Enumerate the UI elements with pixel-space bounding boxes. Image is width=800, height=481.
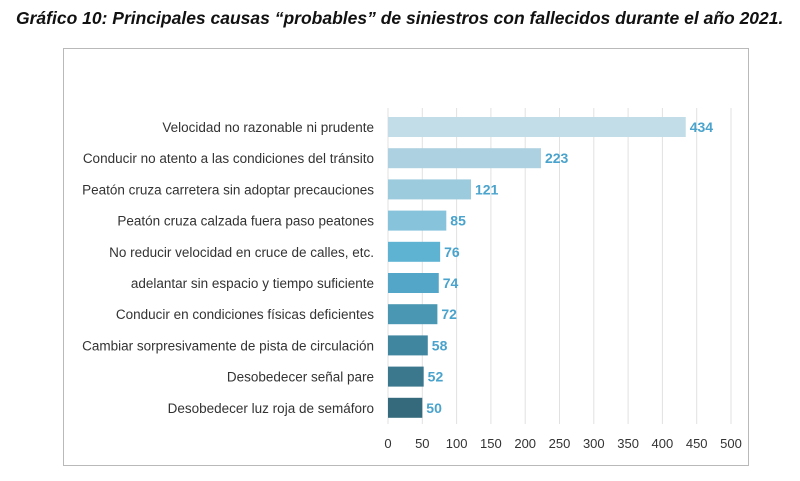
category-label: Desobedecer luz roja de semáforo (168, 401, 374, 416)
bar (388, 304, 438, 325)
x-tick-label: 100 (446, 436, 468, 451)
bar (388, 335, 428, 356)
x-tick-label: 150 (480, 436, 502, 451)
x-tick-label: 250 (549, 436, 571, 451)
category-label: Peatón cruza carretera sin adoptar preca… (82, 182, 374, 197)
bar (388, 148, 541, 169)
value-label: 121 (475, 181, 499, 197)
value-label: 85 (450, 213, 466, 229)
bar (388, 241, 441, 262)
category-label: Cambiar sorpresivamente de pista de circ… (82, 338, 374, 353)
x-tick-label: 50 (415, 436, 429, 451)
value-label: 50 (426, 400, 442, 416)
value-label: 74 (443, 275, 459, 291)
bar (388, 117, 686, 137)
x-tick-label: 350 (617, 436, 639, 451)
value-label: 72 (441, 306, 457, 322)
bar (388, 273, 439, 293)
category-label: Desobedecer señal pare (227, 370, 374, 385)
x-tick-label: 400 (652, 436, 674, 451)
value-label: 434 (690, 119, 714, 135)
category-label: Conducir en condiciones físicas deficien… (116, 307, 374, 322)
category-label: Peatón cruza calzada fuera paso peatones (117, 214, 374, 229)
x-tick-label: 500 (720, 436, 742, 451)
bar (388, 179, 472, 200)
value-label: 76 (444, 244, 460, 260)
category-label: adelantar sin espacio y tiempo suficient… (131, 276, 374, 291)
bar (388, 210, 447, 231)
category-label: No reducir velocidad en cruce de calles,… (109, 245, 374, 260)
bar (388, 397, 423, 418)
value-label: 52 (428, 369, 444, 385)
value-label: 223 (545, 150, 569, 166)
x-tick-label: 300 (583, 436, 605, 451)
figure-title: Gráfico 10: Principales causas “probable… (16, 8, 784, 28)
value-label: 58 (432, 337, 448, 353)
bar (388, 366, 424, 387)
x-tick-label: 450 (686, 436, 708, 451)
x-tick-label: 200 (514, 436, 536, 451)
category-label: Conducir no atento a las condiciones del… (83, 151, 374, 166)
x-tick-label: 0 (384, 436, 391, 451)
category-label: Velocidad no razonable ni prudente (162, 120, 374, 135)
